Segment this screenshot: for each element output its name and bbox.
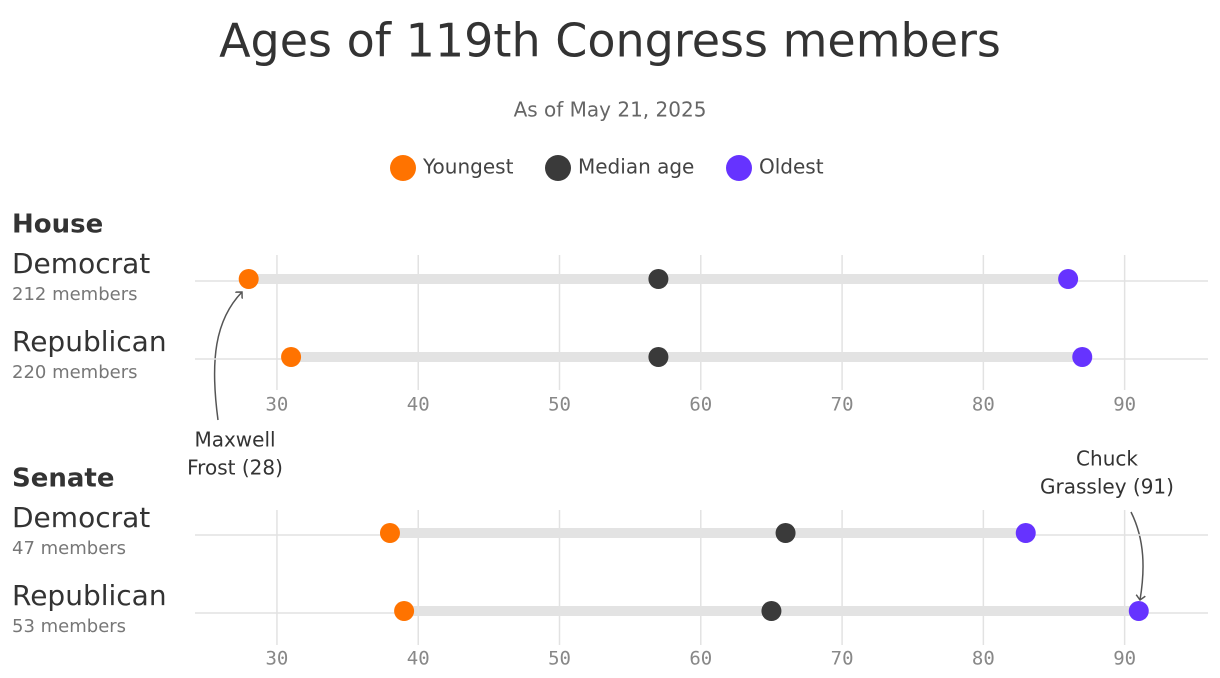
category-label: Democrat xyxy=(12,501,150,534)
dot xyxy=(648,269,669,289)
annotation-arrow xyxy=(1130,511,1143,600)
annotation-arrow xyxy=(213,292,242,421)
dot xyxy=(1058,269,1079,289)
annotation: Maxwell xyxy=(194,428,275,452)
dot xyxy=(648,347,669,367)
dot xyxy=(379,523,400,543)
legend-label: Youngest xyxy=(422,155,514,179)
x-tick-label: 30 xyxy=(265,394,288,416)
x-tick-label: 30 xyxy=(265,648,288,670)
x-tick-label: 90 xyxy=(1113,394,1136,416)
x-tick-label: 80 xyxy=(972,648,995,670)
range-bar xyxy=(291,352,1083,362)
dot xyxy=(281,347,302,367)
x-tick-label: 70 xyxy=(831,394,854,416)
range-bar xyxy=(389,528,1026,538)
legend-label: Median age xyxy=(578,155,694,179)
category-label: Republican xyxy=(12,579,167,612)
panel-title: House xyxy=(12,210,103,240)
x-tick-label: 60 xyxy=(689,394,712,416)
category-note: 53 members xyxy=(12,616,126,637)
x-tick-label: 90 xyxy=(1113,648,1136,670)
legend-marker xyxy=(545,155,571,181)
x-tick-label: 40 xyxy=(407,648,430,670)
dot xyxy=(394,601,415,621)
category-note: 220 members xyxy=(12,362,138,383)
dot xyxy=(761,601,782,621)
dot xyxy=(238,269,259,289)
chart-subtitle: As of May 21, 2025 xyxy=(514,98,707,122)
x-tick-label: 50 xyxy=(548,394,571,416)
x-tick-label: 50 xyxy=(548,648,571,670)
category-note: 47 members xyxy=(12,538,126,559)
x-tick-label: 60 xyxy=(689,648,712,670)
legend-marker xyxy=(726,155,752,181)
dot xyxy=(1072,347,1093,367)
annotation: Chuck xyxy=(1076,447,1138,471)
chart-title: Ages of 119th Congress members xyxy=(219,14,1001,68)
dot xyxy=(775,523,796,543)
category-label: Democrat xyxy=(12,247,150,280)
x-tick-label: 70 xyxy=(831,648,854,670)
legend-label: Oldest xyxy=(759,155,824,179)
category-note: 212 members xyxy=(12,284,138,305)
annotation: Grassley (91) xyxy=(1040,475,1174,499)
dot xyxy=(1128,601,1149,621)
x-tick-label: 80 xyxy=(972,394,995,416)
legend-marker xyxy=(390,155,416,181)
x-tick-label: 40 xyxy=(407,394,430,416)
panel-title: Senate xyxy=(12,464,114,494)
category-label: Republican xyxy=(12,325,167,358)
annotation: Frost (28) xyxy=(187,456,283,480)
dot xyxy=(1015,523,1036,543)
